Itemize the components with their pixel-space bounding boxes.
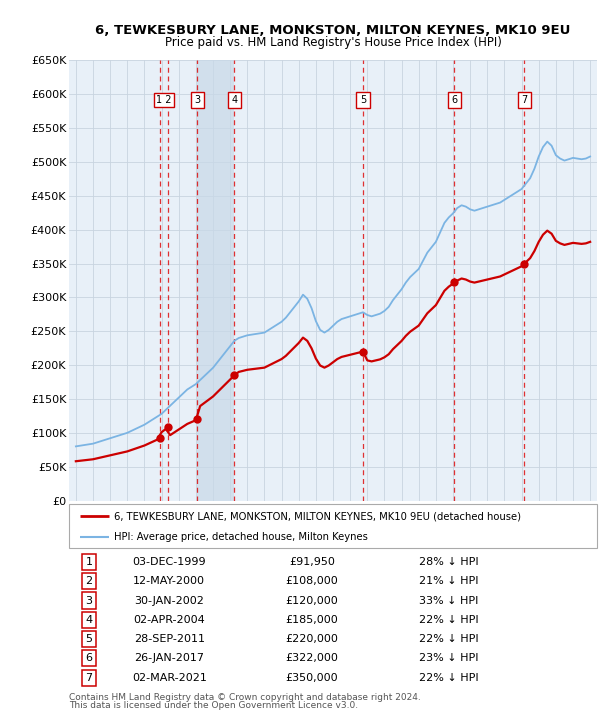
Text: 7: 7: [521, 95, 527, 105]
Text: 1: 1: [86, 557, 92, 567]
Text: 4: 4: [86, 615, 92, 625]
Text: 4: 4: [232, 95, 238, 105]
Text: 6: 6: [86, 653, 92, 663]
Text: 21% ↓ HPI: 21% ↓ HPI: [419, 577, 479, 586]
Text: 02-APR-2004: 02-APR-2004: [133, 615, 205, 625]
FancyBboxPatch shape: [69, 504, 597, 548]
Text: HPI: Average price, detached house, Milton Keynes: HPI: Average price, detached house, Milt…: [114, 532, 368, 542]
Text: 22% ↓ HPI: 22% ↓ HPI: [419, 672, 479, 682]
Text: 03-DEC-1999: 03-DEC-1999: [133, 557, 206, 567]
Text: 6, TEWKESBURY LANE, MONKSTON, MILTON KEYNES, MK10 9EU (detached house): 6, TEWKESBURY LANE, MONKSTON, MILTON KEY…: [114, 511, 521, 521]
Text: This data is licensed under the Open Government Licence v3.0.: This data is licensed under the Open Gov…: [69, 701, 358, 710]
Bar: [197, 60, 235, 501]
Text: 22% ↓ HPI: 22% ↓ HPI: [419, 615, 479, 625]
Text: 33% ↓ HPI: 33% ↓ HPI: [419, 596, 479, 606]
Text: 02-MAR-2021: 02-MAR-2021: [132, 672, 207, 682]
Text: 5: 5: [360, 95, 366, 105]
Text: £108,000: £108,000: [286, 577, 338, 586]
Text: 12-MAY-2000: 12-MAY-2000: [133, 577, 205, 586]
Text: 6: 6: [451, 95, 457, 105]
Text: 7: 7: [86, 672, 92, 682]
Text: 5: 5: [86, 634, 92, 644]
Text: 22% ↓ HPI: 22% ↓ HPI: [419, 634, 479, 644]
Text: 3: 3: [194, 95, 200, 105]
Text: 1 2: 1 2: [157, 95, 172, 105]
Text: Contains HM Land Registry data © Crown copyright and database right 2024.: Contains HM Land Registry data © Crown c…: [69, 693, 421, 701]
Text: 2: 2: [86, 577, 92, 586]
Text: £120,000: £120,000: [286, 596, 338, 606]
Text: 3: 3: [86, 596, 92, 606]
Text: £91,950: £91,950: [289, 557, 335, 567]
Text: 23% ↓ HPI: 23% ↓ HPI: [419, 653, 479, 663]
Text: Price paid vs. HM Land Registry's House Price Index (HPI): Price paid vs. HM Land Registry's House …: [164, 36, 502, 49]
Text: £322,000: £322,000: [286, 653, 338, 663]
Text: £220,000: £220,000: [286, 634, 338, 644]
Text: £350,000: £350,000: [286, 672, 338, 682]
Text: 28-SEP-2011: 28-SEP-2011: [134, 634, 205, 644]
Text: 6, TEWKESBURY LANE, MONKSTON, MILTON KEYNES, MK10 9EU: 6, TEWKESBURY LANE, MONKSTON, MILTON KEY…: [95, 24, 571, 37]
Text: 28% ↓ HPI: 28% ↓ HPI: [419, 557, 479, 567]
Text: 30-JAN-2002: 30-JAN-2002: [134, 596, 204, 606]
Text: 26-JAN-2017: 26-JAN-2017: [134, 653, 205, 663]
Text: £185,000: £185,000: [286, 615, 338, 625]
